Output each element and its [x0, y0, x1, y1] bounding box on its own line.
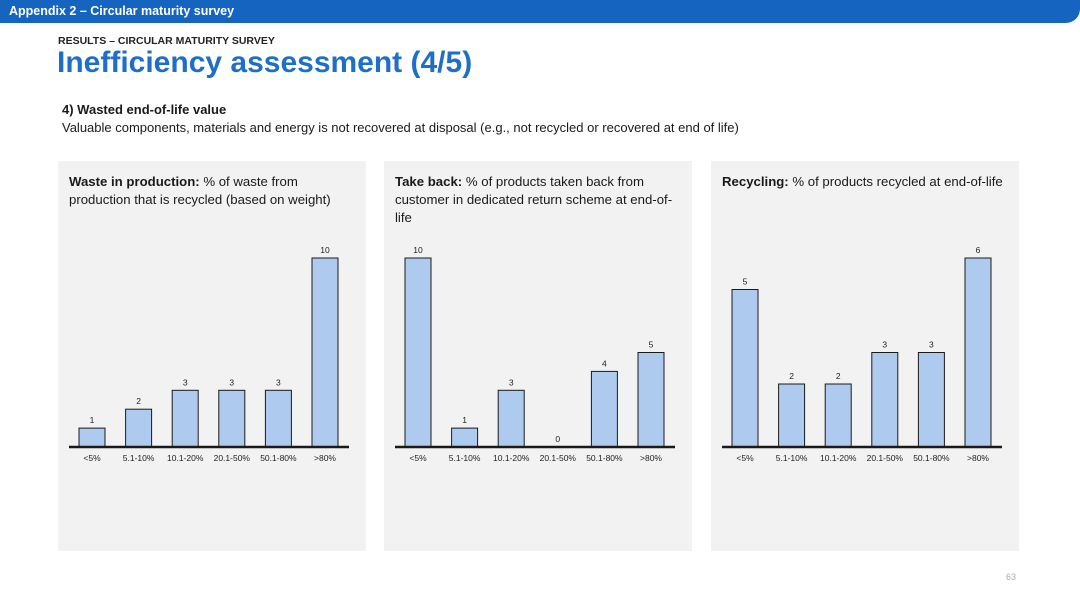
chart-title-rest: % of products recycled at end-of-life [788, 174, 1003, 189]
bar-chart-take-back: 10 <5% 1 5.1-10% 3 10.1-20% 0 20.1-50% 4 50.1-80%… [395, 245, 675, 463]
category-tick-label: 5.1-10% [776, 453, 808, 463]
bar [171, 389, 199, 448]
data-label: 4 [602, 358, 607, 368]
category-tick-label: 5.1-10% [449, 453, 481, 463]
data-label: 10 [320, 245, 330, 255]
bar [264, 389, 292, 448]
data-label: 3 [276, 377, 281, 387]
data-label: 10 [413, 245, 423, 255]
bars-group: 10 <5% 1 5.1-10% 3 10.1-20% 0 20.1-50% 4 50.1-80%… [404, 245, 665, 463]
category-tick-label: 50.1-80% [586, 453, 623, 463]
category-tick-label: <5% [409, 453, 427, 463]
top-banner: Appendix 2 – Circular maturity survey [0, 0, 1080, 23]
data-label: 3 [929, 340, 934, 350]
bars-group: 5 <5% 2 5.1-10% 2 10.1-20% 3 20.1-50% 3 50.1-80% 6… [731, 245, 992, 463]
chart-panel-waste-in-production: Waste in production: % of waste from pro… [58, 161, 366, 551]
data-label: 1 [462, 415, 467, 425]
bar [917, 352, 945, 448]
category-tick-label: <5% [83, 453, 101, 463]
section-description: Valuable components, materials and energ… [62, 120, 739, 135]
bar [218, 389, 246, 448]
chart-title-bold: Waste in production: [69, 174, 200, 189]
category-tick-label: <5% [736, 453, 754, 463]
bar [778, 383, 806, 448]
bar [497, 389, 525, 448]
data-label: 2 [836, 371, 841, 381]
chart-title: Waste in production: % of waste from pro… [69, 173, 354, 209]
chart-title-rest: % of products taken back from customer i… [395, 174, 673, 225]
section-kicker: RESULTS – CIRCULAR MATURITY SURVEY [58, 35, 275, 47]
data-label: 1 [90, 415, 95, 425]
category-tick-label: 5.1-10% [123, 453, 155, 463]
bar [964, 257, 992, 448]
data-label: 3 [509, 377, 514, 387]
bar [824, 383, 852, 448]
page-title: Inefficiency assessment (4/5) [57, 46, 473, 79]
chart-title-bold: Recycling: [722, 174, 789, 189]
category-tick-label: >80% [640, 453, 662, 463]
breadcrumb: Appendix 2 – Circular maturity survey [9, 4, 235, 18]
bar [871, 352, 899, 448]
bar [590, 370, 618, 448]
category-tick-label: 10.1-20% [820, 453, 857, 463]
bar [78, 427, 106, 448]
bar-chart-waste-in-production: 1 <5% 2 5.1-10% 3 10.1-20% 3 20.1-50% 3 50.1-80% 1… [69, 245, 349, 463]
category-tick-label: 20.1-50% [867, 453, 904, 463]
chart-panel-take-back: Take back: % of products taken back from… [384, 161, 692, 551]
bar [311, 257, 339, 448]
chart-panel-recycling: Recycling: % of products recycled at end… [711, 161, 1019, 551]
data-label: 3 [183, 377, 188, 387]
category-tick-label: 20.1-50% [540, 453, 577, 463]
data-label: 3 [882, 340, 887, 350]
section-heading: 4) Wasted end-of-life value [62, 102, 227, 117]
data-label: 3 [229, 377, 234, 387]
category-tick-label: 10.1-20% [493, 453, 530, 463]
category-tick-label: 50.1-80% [913, 453, 950, 463]
bars-group: 1 <5% 2 5.1-10% 3 10.1-20% 3 20.1-50% 3 50.1-80% 1… [78, 245, 339, 463]
data-label: 2 [136, 396, 141, 406]
bar [404, 257, 432, 448]
category-tick-label: >80% [314, 453, 336, 463]
data-label: 6 [976, 245, 981, 255]
data-label: 5 [649, 340, 654, 350]
data-label: 5 [743, 277, 748, 287]
category-tick-label: >80% [967, 453, 989, 463]
bar [637, 352, 665, 448]
category-tick-label: 10.1-20% [167, 453, 204, 463]
page-number: 63 [1006, 572, 1017, 582]
bar [731, 289, 759, 448]
chart-title: Take back: % of products taken back from… [395, 173, 680, 227]
chart-title-bold: Take back: [395, 174, 463, 189]
data-label: 2 [789, 371, 794, 381]
data-label: 0 [555, 434, 560, 444]
chart-title: Recycling: % of products recycled at end… [722, 173, 1007, 191]
category-tick-label: 50.1-80% [260, 453, 297, 463]
bar [125, 408, 153, 448]
category-tick-label: 20.1-50% [214, 453, 251, 463]
bar [451, 427, 479, 448]
chart-title-rest: % of waste from production that is recyc… [69, 174, 331, 207]
bar-chart-recycling: 5 <5% 2 5.1-10% 2 10.1-20% 3 20.1-50% 3 50.1-80% 6… [722, 245, 1002, 463]
